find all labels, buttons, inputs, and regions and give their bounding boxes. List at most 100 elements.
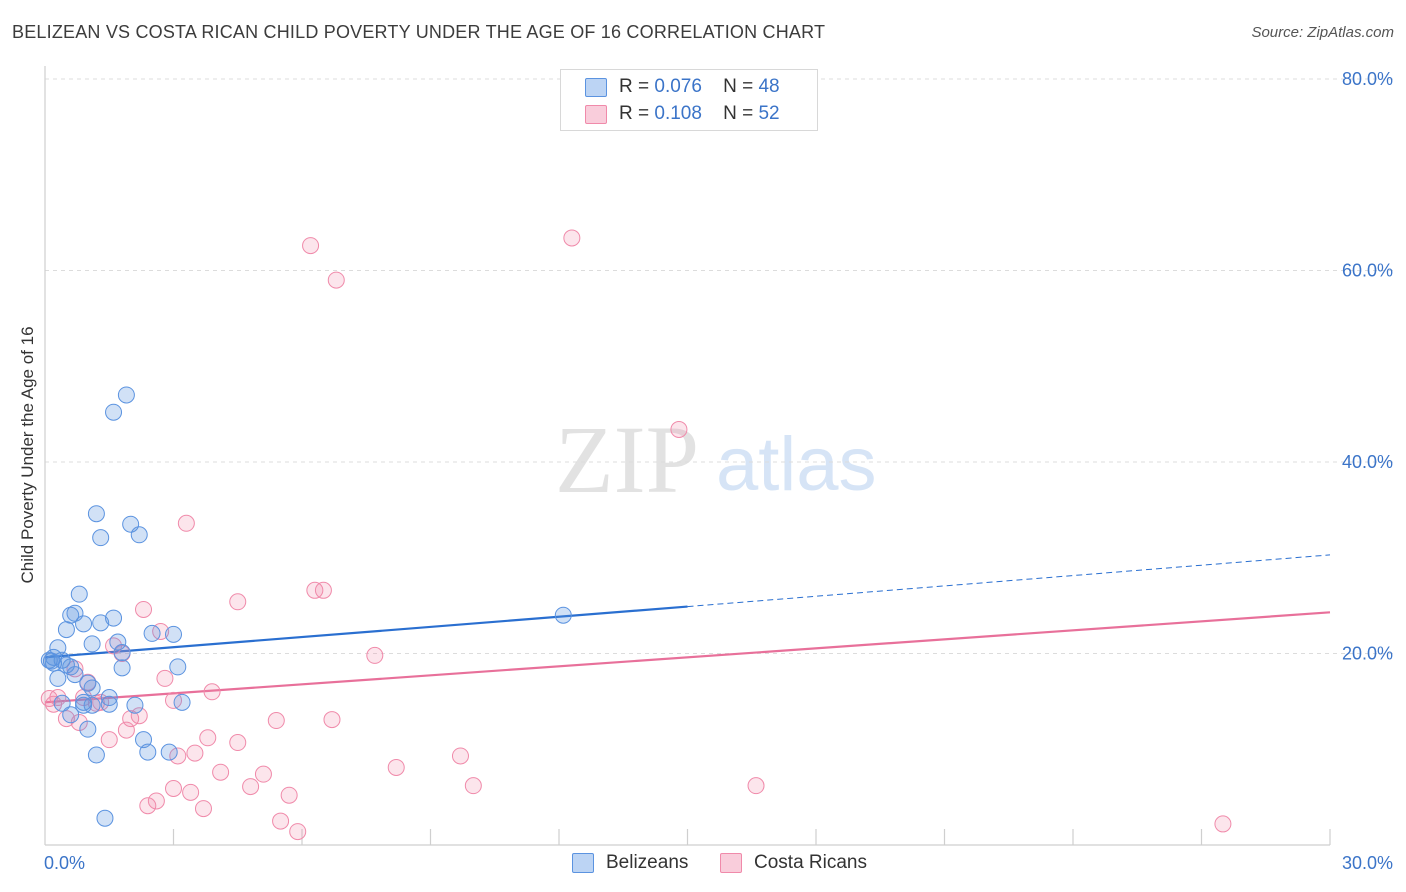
point-costa-ricans: [147, 792, 165, 810]
point-costa-ricans: [272, 812, 290, 830]
trendline-belizeans-extension: [687, 554, 1331, 608]
point-costa-ricans: [323, 711, 341, 729]
r-value: 0.076: [654, 76, 702, 97]
point-costa-ricans: [152, 622, 170, 640]
point-belizeans: [169, 658, 187, 676]
point-belizeans: [66, 666, 84, 684]
point-belizeans: [62, 606, 80, 624]
point-costa-ricans: [242, 778, 260, 796]
point-costa-ricans: [464, 777, 482, 795]
point-costa-ricans: [366, 646, 384, 664]
n-value: 52: [758, 103, 780, 124]
point-costa-ricans: [254, 765, 272, 783]
n-label: N =: [723, 76, 754, 97]
n-value: 48: [758, 76, 780, 97]
point-costa-ricans: [66, 660, 84, 678]
point-costa-ricans: [670, 420, 688, 438]
point-belizeans: [113, 659, 131, 677]
r-label: R =: [619, 76, 650, 97]
legend-item-costa-ricans[interactable]: Costa Ricans: [720, 852, 867, 874]
stats-legend: R = 0.076 N = 48 R = 0.108 N = 52: [560, 69, 818, 131]
point-belizeans: [113, 644, 131, 662]
point-costa-ricans: [130, 707, 148, 725]
point-belizeans: [62, 706, 80, 724]
x-tick-label: 30.0%: [1342, 853, 1393, 873]
axes: [44, 66, 1331, 846]
point-belizeans: [173, 693, 191, 711]
point-belizeans: [109, 633, 127, 651]
point-costa-ricans: [451, 747, 469, 765]
r-label: R =: [619, 103, 650, 124]
point-belizeans: [53, 694, 71, 712]
y-tick-label: 80.0%: [1342, 69, 1393, 89]
data-points: [40, 229, 1232, 841]
y-tick-label: 60.0%: [1342, 261, 1393, 281]
series-legend: Belizeans Costa Ricans: [0, 852, 1406, 878]
stats-legend-row-belizeans: R = 0.076 N = 48: [585, 74, 780, 100]
point-costa-ricans: [194, 800, 212, 818]
point-belizeans: [79, 720, 97, 738]
stats-legend-row-costa-ricans: R = 0.108 N = 52: [585, 101, 780, 127]
tick-labels: 20.0% 40.0% 60.0% 80.0% 0.0% 30.0%: [44, 69, 1393, 873]
point-costa-ricans: [314, 581, 332, 599]
point-belizeans: [117, 386, 135, 404]
point-costa-ricans: [45, 695, 63, 713]
point-belizeans: [70, 585, 88, 603]
point-costa-ricans: [165, 691, 182, 709]
point-costa-ricans: [135, 600, 153, 618]
trendlines: [44, 554, 1331, 704]
point-belizeans: [57, 621, 75, 639]
point-costa-ricans: [267, 712, 285, 730]
point-costa-ricans: [747, 777, 765, 795]
point-costa-ricans: [1214, 815, 1232, 833]
trendline-belizeans: [44, 605, 688, 659]
point-belizeans: [87, 746, 105, 764]
point-costa-ricans: [182, 783, 200, 801]
point-costa-ricans: [306, 581, 324, 599]
point-costa-ricans: [186, 744, 204, 762]
point-belizeans: [92, 529, 110, 547]
point-costa-ricans: [156, 669, 174, 687]
point-costa-ricans: [280, 786, 298, 804]
n-label: N =: [723, 103, 754, 124]
point-costa-ricans: [387, 758, 405, 776]
point-costa-ricans: [117, 721, 135, 739]
point-costa-ricans: [563, 229, 581, 247]
costa-ricans-swatch: [720, 853, 742, 873]
point-belizeans: [105, 609, 123, 627]
point-belizeans: [554, 606, 572, 624]
point-belizeans: [100, 695, 118, 713]
belizeans-swatch: [572, 853, 594, 873]
point-belizeans: [143, 624, 161, 642]
point-costa-ricans: [100, 731, 118, 749]
point-costa-ricans: [229, 734, 247, 752]
legend-label-belizeans: Belizeans: [606, 852, 689, 873]
point-belizeans: [49, 669, 67, 687]
point-belizeans: [130, 526, 148, 544]
point-belizeans: [42, 652, 60, 670]
point-belizeans: [83, 635, 101, 653]
point-belizeans: [83, 679, 101, 697]
point-costa-ricans: [199, 729, 217, 747]
point-costa-ricans: [177, 514, 195, 532]
point-belizeans: [105, 403, 123, 421]
belizeans-swatch: [585, 77, 607, 97]
point-belizeans: [126, 696, 144, 714]
legend-item-belizeans[interactable]: Belizeans: [572, 852, 688, 874]
point-belizeans: [100, 689, 118, 707]
point-costa-ricans: [229, 593, 247, 611]
point-belizeans: [87, 505, 105, 523]
point-belizeans: [139, 743, 157, 761]
r-value: 0.108: [654, 103, 702, 124]
point-belizeans: [96, 809, 114, 827]
point-belizeans: [75, 615, 93, 633]
point-costa-ricans: [169, 747, 187, 765]
point-costa-ricans: [302, 237, 320, 255]
point-belizeans: [92, 614, 110, 632]
point-costa-ricans: [212, 763, 230, 781]
chart-title: BELIZEAN VS COSTA RICAN CHILD POVERTY UN…: [12, 22, 826, 42]
point-belizeans: [62, 658, 80, 676]
watermark: ZIP atlas: [555, 406, 877, 513]
legend-label-costa-ricans: Costa Ricans: [754, 852, 867, 873]
y-tick-label: 40.0%: [1342, 452, 1393, 472]
